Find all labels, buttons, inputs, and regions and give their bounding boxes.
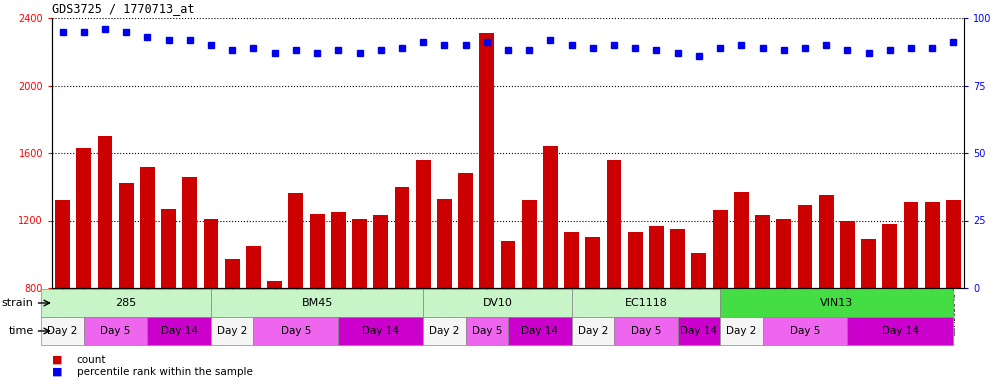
Bar bbox=[183, 177, 197, 384]
Bar bbox=[670, 229, 685, 384]
Bar bbox=[572, 317, 614, 345]
Bar bbox=[374, 215, 389, 384]
Bar bbox=[331, 212, 346, 384]
Bar bbox=[720, 317, 762, 345]
Bar bbox=[204, 219, 219, 384]
Text: ■: ■ bbox=[52, 355, 63, 365]
Bar bbox=[97, 136, 112, 384]
Text: count: count bbox=[77, 355, 106, 365]
Bar bbox=[649, 225, 664, 384]
Bar bbox=[946, 200, 961, 384]
Bar bbox=[924, 202, 939, 384]
Text: ■: ■ bbox=[52, 367, 63, 377]
Bar bbox=[585, 237, 600, 384]
Bar bbox=[543, 146, 558, 384]
Bar bbox=[606, 160, 621, 384]
Bar bbox=[776, 219, 791, 384]
Bar bbox=[119, 184, 133, 384]
Text: Day 5: Day 5 bbox=[471, 326, 502, 336]
Bar bbox=[565, 232, 580, 384]
Text: Day 2: Day 2 bbox=[429, 326, 459, 336]
Text: 285: 285 bbox=[115, 298, 137, 308]
Bar bbox=[338, 317, 423, 345]
Bar bbox=[423, 289, 572, 317]
Text: Day 2: Day 2 bbox=[578, 326, 608, 336]
Bar bbox=[861, 239, 876, 384]
Bar bbox=[678, 317, 720, 345]
Bar bbox=[797, 205, 812, 384]
Bar bbox=[140, 167, 155, 384]
Bar bbox=[479, 33, 494, 384]
Text: DV10: DV10 bbox=[482, 298, 512, 308]
Bar bbox=[465, 317, 508, 345]
Bar bbox=[508, 317, 572, 345]
Bar bbox=[840, 220, 855, 384]
Text: Day 5: Day 5 bbox=[630, 326, 661, 336]
Text: Day 14: Day 14 bbox=[161, 326, 198, 336]
Text: Day 14: Day 14 bbox=[362, 326, 400, 336]
Text: Day 2: Day 2 bbox=[217, 326, 248, 336]
Bar bbox=[253, 317, 338, 345]
Bar bbox=[42, 317, 83, 345]
Bar bbox=[762, 317, 847, 345]
Bar bbox=[395, 187, 410, 384]
Text: strain: strain bbox=[2, 298, 34, 308]
Bar bbox=[883, 224, 898, 384]
Bar bbox=[211, 289, 423, 317]
Bar bbox=[614, 317, 678, 345]
Bar bbox=[310, 214, 324, 384]
Text: EC1118: EC1118 bbox=[624, 298, 667, 308]
Bar bbox=[42, 289, 211, 317]
Bar bbox=[415, 160, 430, 384]
Text: percentile rank within the sample: percentile rank within the sample bbox=[77, 367, 252, 377]
Bar bbox=[352, 219, 367, 384]
Bar bbox=[692, 253, 707, 384]
Bar bbox=[628, 232, 643, 384]
Bar bbox=[77, 148, 91, 384]
Text: Day 14: Day 14 bbox=[521, 326, 559, 336]
Text: GDS3725 / 1770713_at: GDS3725 / 1770713_at bbox=[52, 2, 195, 15]
Bar bbox=[161, 209, 176, 384]
Bar bbox=[755, 215, 770, 384]
Bar bbox=[288, 194, 303, 384]
Bar bbox=[83, 317, 147, 345]
Bar bbox=[847, 317, 953, 345]
Bar bbox=[572, 289, 720, 317]
Bar bbox=[501, 241, 516, 384]
Bar bbox=[247, 246, 260, 384]
Text: time: time bbox=[9, 326, 34, 336]
Text: Day 14: Day 14 bbox=[882, 326, 918, 336]
Bar bbox=[522, 200, 537, 384]
Bar bbox=[904, 202, 918, 384]
Text: Day 5: Day 5 bbox=[100, 326, 131, 336]
Bar bbox=[423, 317, 465, 345]
Bar bbox=[720, 289, 953, 317]
Text: Day 2: Day 2 bbox=[726, 326, 756, 336]
Bar bbox=[267, 281, 282, 384]
Text: Day 2: Day 2 bbox=[48, 326, 78, 336]
Bar bbox=[734, 192, 748, 384]
Bar bbox=[147, 317, 211, 345]
Bar bbox=[211, 317, 253, 345]
Text: VIN13: VIN13 bbox=[820, 298, 854, 308]
Bar bbox=[437, 199, 452, 384]
Text: Day 5: Day 5 bbox=[280, 326, 311, 336]
Bar bbox=[225, 259, 240, 384]
Text: Day 14: Day 14 bbox=[680, 326, 718, 336]
Bar bbox=[458, 173, 473, 384]
Text: BM45: BM45 bbox=[301, 298, 333, 308]
Bar bbox=[713, 210, 728, 384]
Bar bbox=[819, 195, 834, 384]
Text: Day 5: Day 5 bbox=[790, 326, 820, 336]
Bar bbox=[56, 200, 70, 384]
